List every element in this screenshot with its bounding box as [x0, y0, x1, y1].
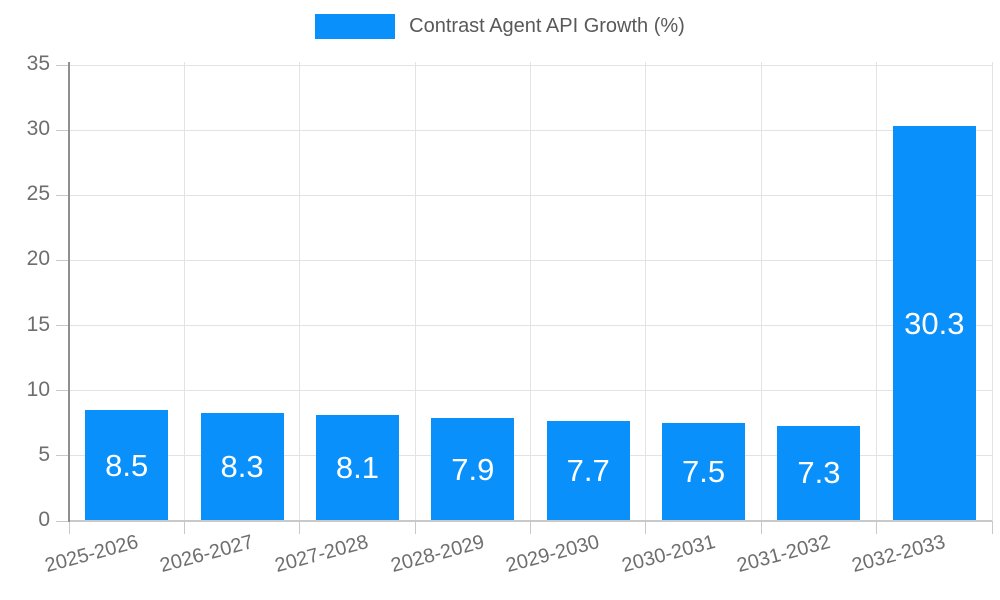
x-axis-tick	[414, 521, 416, 534]
y-axis-tick	[56, 194, 69, 196]
bar[interactable]	[85, 410, 169, 521]
y-axis-tick-label: 25	[26, 182, 50, 206]
x-axis-tick	[183, 521, 185, 534]
bar-value-label: 8.3	[220, 448, 264, 484]
y-axis-tick	[56, 64, 69, 66]
x-axis-tick	[876, 521, 878, 534]
y-axis-tick	[56, 520, 69, 522]
x-gridline	[876, 62, 878, 521]
x-gridline	[183, 62, 185, 521]
y-axis-tick	[56, 129, 69, 131]
legend-swatch-icon	[315, 14, 396, 39]
x-axis-tick	[991, 521, 993, 534]
x-gridline	[760, 62, 762, 521]
y-axis-tick	[56, 390, 69, 392]
y-axis-tick-label: 20	[26, 247, 50, 271]
x-gridline	[414, 62, 416, 521]
y-axis-tick-label: 0	[38, 508, 50, 531]
bar-value-label: 30.3	[904, 305, 965, 341]
y-axis-tick-label: 30	[26, 117, 50, 141]
x-gridline	[299, 62, 301, 521]
legend-label: Contrast Agent API Growth (%)	[409, 15, 685, 37]
x-gridline	[991, 62, 993, 521]
bar[interactable]	[662, 423, 746, 521]
y-axis-tick	[56, 455, 69, 457]
y-axis-tick	[56, 325, 69, 327]
bar[interactable]	[892, 126, 976, 521]
x-axis-tick	[68, 521, 70, 534]
y-axis-tick-label: 5	[38, 442, 50, 466]
x-axis-line	[68, 520, 992, 522]
bar-value-label: 8.5	[105, 447, 149, 483]
x-axis-tick	[299, 521, 301, 534]
x-gridline	[645, 62, 647, 521]
bar-value-label: 8.1	[335, 450, 379, 486]
x-axis-tick	[645, 521, 647, 534]
bar[interactable]	[315, 415, 399, 521]
bar[interactable]	[200, 412, 284, 521]
y-axis-tick	[56, 259, 69, 261]
bar[interactable]	[546, 420, 630, 521]
legend[interactable]: Contrast Agent API Growth (%)	[0, 14, 1000, 39]
y-axis-tick-label: 35	[26, 52, 50, 75]
y-axis-tick-label: 10	[26, 377, 50, 401]
x-axis-tick	[530, 521, 531, 534]
x-axis-tick	[760, 521, 762, 534]
x-gridline	[530, 62, 531, 521]
bar-value-label: 7.9	[451, 451, 495, 487]
y-axis-line	[68, 62, 70, 522]
y-axis-tick-label: 15	[26, 312, 50, 336]
bar[interactable]	[777, 425, 861, 521]
bar-value-label: 7.3	[797, 455, 841, 491]
bar-value-label: 7.5	[682, 454, 726, 490]
bar-value-label: 7.7	[566, 452, 610, 488]
bar[interactable]	[431, 418, 515, 521]
